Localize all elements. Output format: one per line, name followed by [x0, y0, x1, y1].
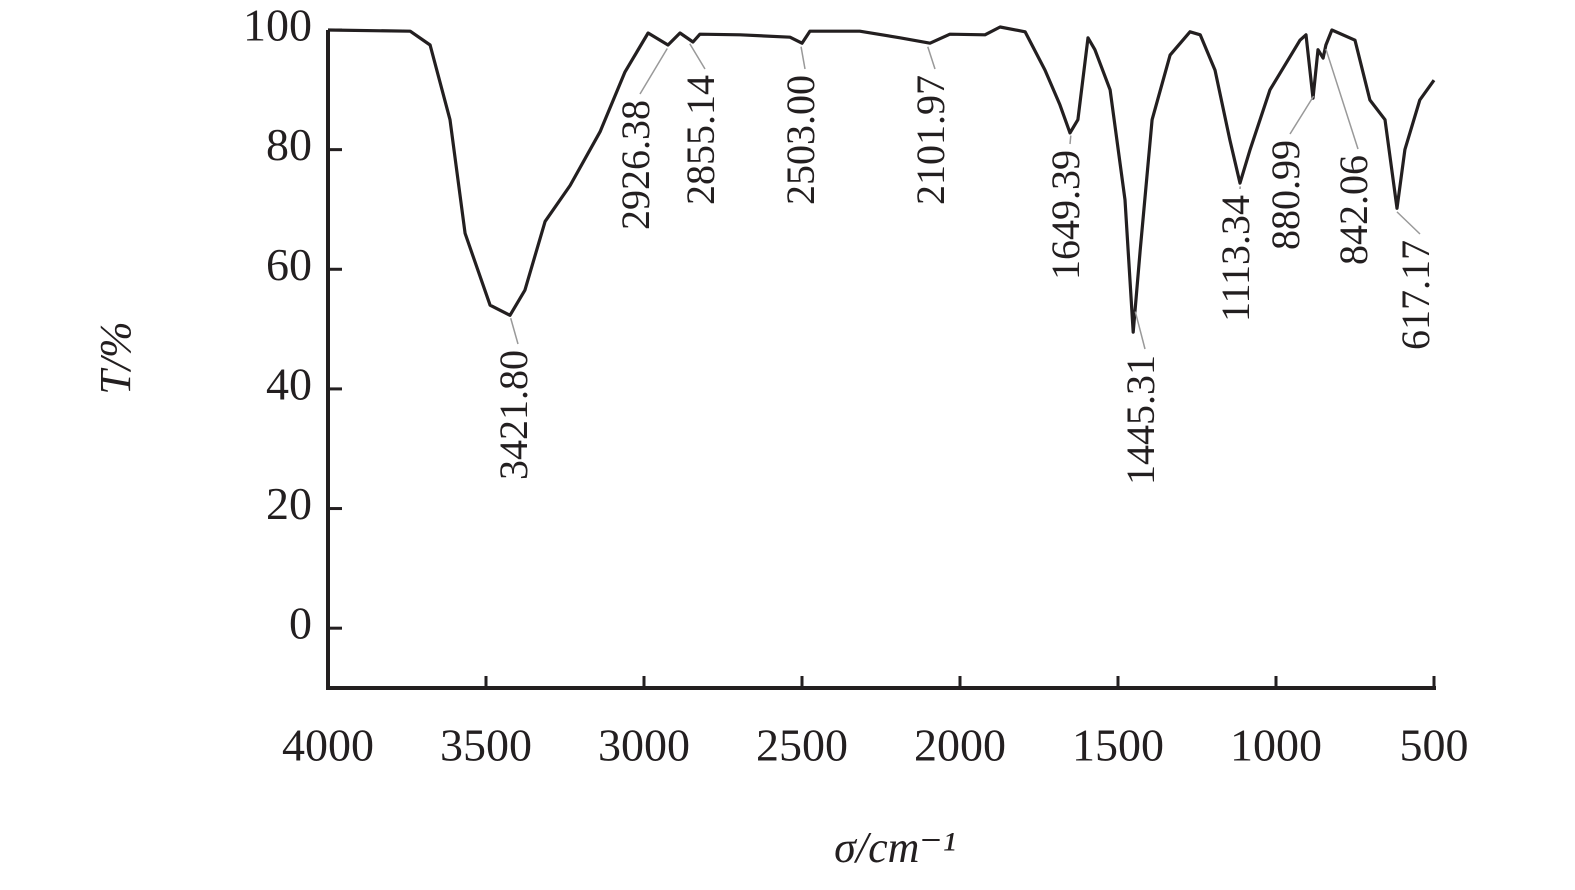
x-tick-label: 3000	[598, 720, 690, 771]
peak-leader	[927, 46, 936, 70]
x-tick-label: 2000	[914, 720, 1006, 771]
peak-leader	[1134, 311, 1146, 350]
peak-label: 2101.97	[908, 75, 953, 205]
peak-leader	[1069, 135, 1072, 145]
peak-label: 2926.38	[613, 100, 658, 230]
y-tick-label: 60	[266, 239, 312, 290]
peak-label: 1113.34	[1213, 195, 1258, 322]
peak-label: 2503.00	[778, 75, 823, 205]
y-tick-label: 100	[243, 0, 312, 51]
y-tick-label: 0	[289, 598, 312, 649]
peak-leader	[689, 43, 706, 70]
x-tick-label: 4000	[282, 720, 374, 771]
x-tick-label: 500	[1400, 720, 1469, 771]
peak-label: 1649.39	[1043, 150, 1088, 280]
peak-label: 880.99	[1263, 140, 1308, 250]
peak-label: 2855.14	[678, 75, 723, 205]
x-tick-label: 1000	[1230, 720, 1322, 771]
peak-label: 3421.80	[491, 350, 536, 480]
x-tick-label: 3500	[440, 720, 532, 771]
peak-leader	[1289, 95, 1315, 135]
peak-leader	[1396, 211, 1421, 235]
peak-label: 1445.31	[1118, 355, 1163, 485]
y-tick-label: 20	[266, 478, 312, 529]
y-tick-label: 40	[266, 358, 312, 409]
peak-leader	[509, 317, 519, 345]
y-tick-label: 80	[266, 119, 312, 170]
peak-leader	[800, 46, 806, 70]
peak-leader	[639, 48, 668, 95]
peak-leader	[1325, 48, 1359, 150]
peak-label: 842.06	[1331, 155, 1376, 265]
y-axis-title: T/%	[91, 321, 140, 394]
spectrum-line	[327, 25, 1436, 334]
x-tick-label: 1500	[1072, 720, 1164, 771]
peak-label: 617.17	[1393, 240, 1438, 350]
x-tick-label: 2500	[756, 720, 848, 771]
x-axis-title: σ/cm⁻¹	[834, 823, 956, 872]
